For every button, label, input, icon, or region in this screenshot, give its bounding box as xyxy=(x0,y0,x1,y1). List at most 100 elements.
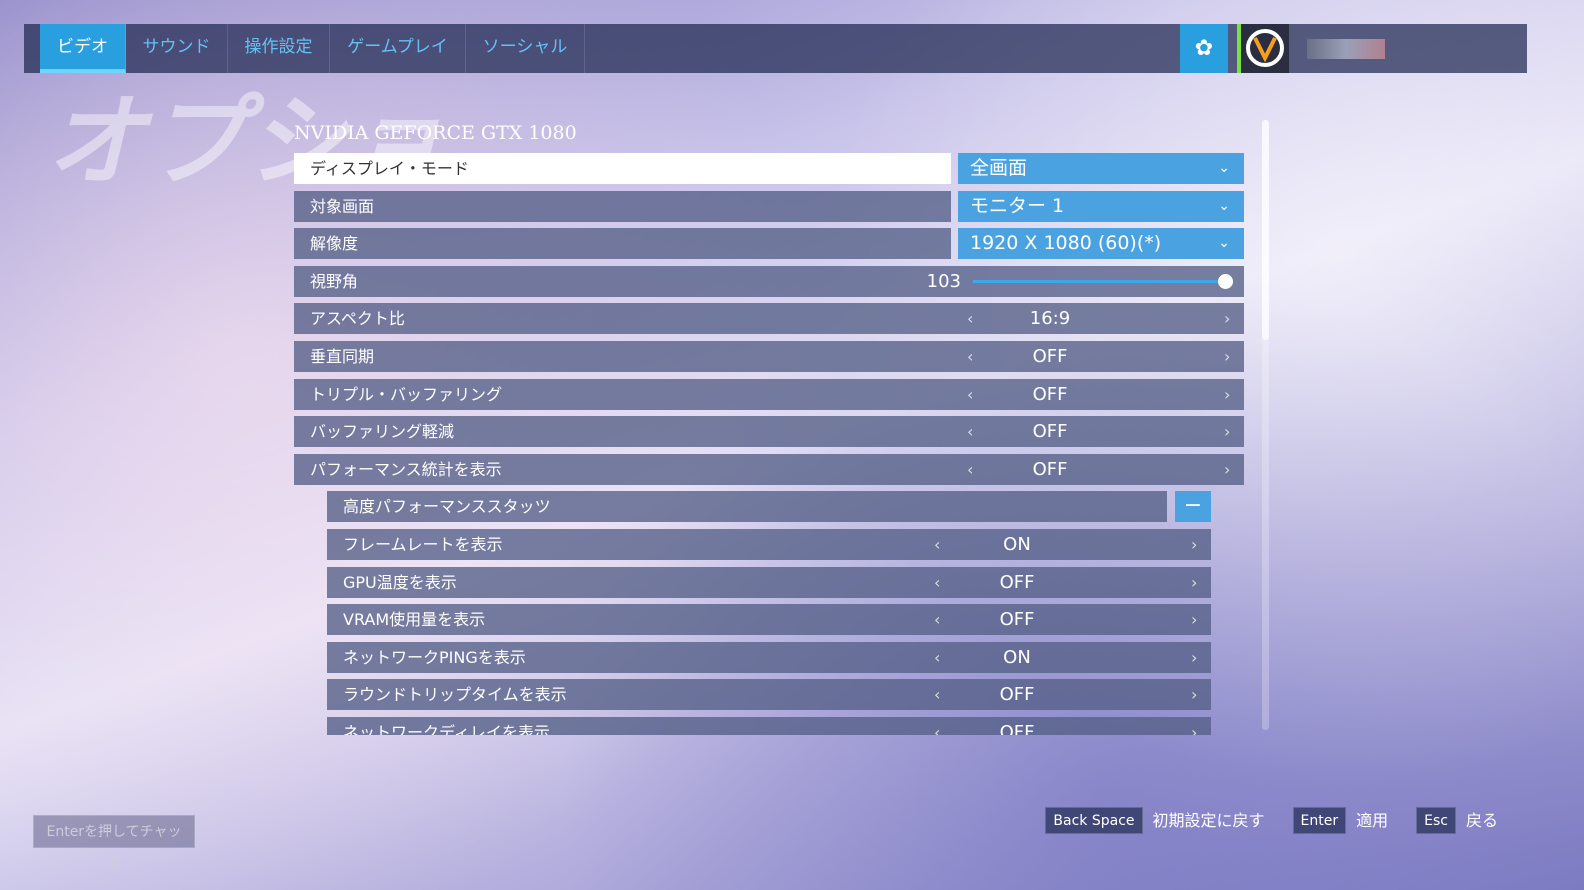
dropdown-chevron: ⌄ xyxy=(1218,235,1230,252)
arrow-left[interactable]: ‹ xyxy=(934,647,941,667)
setting-label: 対象画面 xyxy=(310,196,375,216)
sub-header-label: 高度パフォーマンススタッツ xyxy=(343,497,551,517)
arrow-left[interactable]: ‹ xyxy=(967,309,974,329)
arrow-right[interactable]: › xyxy=(1191,685,1198,705)
setting-value: OFF xyxy=(999,684,1035,706)
dropdown-value: 1920 X 1080 (60)(*) xyxy=(970,232,1162,255)
key-hint[interactable]: Esc xyxy=(1416,807,1456,834)
setting-value: OFF xyxy=(1032,346,1068,367)
arrow-right[interactable]: › xyxy=(1191,572,1198,592)
setting-value: OFF xyxy=(1032,383,1068,405)
slider-track[interactable] xyxy=(973,279,1225,283)
setting-row[interactable]: 視野角 103 xyxy=(294,265,1244,297)
setting-label: 視野角 xyxy=(310,271,359,291)
setting-value: OFF xyxy=(1032,421,1068,443)
arrow-right[interactable]: › xyxy=(1224,422,1231,442)
gpu-name: NVIDIA GEFORCE GTX 1080 xyxy=(294,122,577,144)
dropdown-chevron: ⌄ xyxy=(1218,160,1230,176)
arrow-right[interactable]: › xyxy=(1191,647,1198,667)
arrow-right[interactable]: › xyxy=(1191,723,1198,735)
collapse-button[interactable]: − xyxy=(1175,491,1211,523)
setting-label: 解像度 xyxy=(310,234,359,254)
key-action[interactable]: 戻る xyxy=(1465,811,1498,830)
arrow-right[interactable]: › xyxy=(1224,384,1231,404)
settings-list: ディスプレイ・モード 全画面 ⌄ 対象画面 モニター 1 ⌄ 解像度 1920 X 1080 … xyxy=(294,153,1254,735)
setting-label: ネットワークディレイを表示 xyxy=(343,723,550,735)
setting-row[interactable]: 解像度 xyxy=(294,228,951,260)
setting-label: トリプル・バッファリング xyxy=(310,384,503,404)
setting-value: ON xyxy=(1003,646,1031,668)
setting-label: ディスプレイ・モード xyxy=(310,159,469,178)
setting-label: パフォーマンス統計を表示 xyxy=(310,459,502,479)
setting-row[interactable]: ラウンドトリップタイムを表示 ‹ OFF › xyxy=(327,679,1211,711)
arrow-left[interactable]: ‹ xyxy=(934,535,941,554)
setting-value: 16:9 xyxy=(1029,308,1071,330)
dropdown-value: 全画面 xyxy=(970,157,1028,179)
setting-row[interactable]: バッファリング軽減 ‹ OFF › xyxy=(294,416,1244,448)
slider-value: 103 xyxy=(926,270,961,292)
tab[interactable]: ソーシャル xyxy=(466,24,585,73)
slider-knob[interactable] xyxy=(1218,273,1233,289)
arrow-left[interactable]: ‹ xyxy=(934,723,941,735)
overwatch-logo xyxy=(1246,29,1284,67)
key-action[interactable]: 適用 xyxy=(1356,811,1389,830)
arrow-right[interactable]: › xyxy=(1191,535,1198,554)
sub-header[interactable]: 高度パフォーマンススタッツ xyxy=(327,491,1167,523)
setting-label: フレームレートを表示 xyxy=(343,535,503,554)
arrow-left[interactable]: ‹ xyxy=(934,685,941,705)
setting-label: バッファリング軽減 xyxy=(310,422,455,442)
setting-label: VRAM使用量を表示 xyxy=(343,610,486,630)
setting-value: OFF xyxy=(999,609,1035,631)
arrow-left[interactable]: ‹ xyxy=(934,610,941,630)
setting-label: アスペクト比 xyxy=(310,309,405,329)
setting-row[interactable]: ネットワークPINGを表示 ‹ ON › xyxy=(327,641,1211,673)
chat-hint[interactable]: Enterを押してチャット xyxy=(33,815,195,873)
setting-row[interactable]: パフォーマンス統計を表示 ‹ OFF › xyxy=(294,453,1244,485)
dropdown-value: モニター 1 xyxy=(970,194,1065,217)
arrow-left[interactable]: ‹ xyxy=(967,422,974,442)
social-icon[interactable]: ✿ xyxy=(1180,24,1228,73)
dropdown[interactable]: 1920 X 1080 (60)(*) ⌄ xyxy=(958,228,1244,260)
arrow-right[interactable]: › xyxy=(1224,347,1231,366)
scroll-thumb[interactable] xyxy=(1262,120,1269,340)
tab[interactable]: ビデオ xyxy=(40,24,126,73)
arrow-left[interactable]: ‹ xyxy=(967,384,974,404)
status-bar xyxy=(1237,24,1241,73)
tab[interactable]: ゲームプレイ xyxy=(330,24,466,73)
tab[interactable]: 操作設定 xyxy=(228,24,330,73)
setting-value: ON xyxy=(1003,534,1031,555)
arrow-right[interactable]: › xyxy=(1224,459,1231,479)
key-hint[interactable]: Back Space xyxy=(1045,807,1143,834)
setting-value: OFF xyxy=(999,722,1035,735)
player-name-blurred xyxy=(1307,39,1385,59)
dropdown[interactable]: モニター 1 ⌄ xyxy=(958,190,1244,222)
key-hint[interactable]: Enter xyxy=(1292,807,1347,834)
setting-row[interactable]: アスペクト比 ‹ 16:9 › xyxy=(294,303,1244,335)
player-icon[interactable] xyxy=(1241,24,1289,73)
setting-label: GPU温度を表示 xyxy=(343,572,457,592)
setting-row[interactable]: トリプル・バッファリング ‹ OFF › xyxy=(294,378,1244,410)
setting-row[interactable]: フレームレートを表示 ‹ ON › xyxy=(327,529,1211,560)
dropdown[interactable]: 全画面 ⌄ xyxy=(958,153,1244,184)
setting-row[interactable]: VRAM使用量を表示 ‹ OFF › xyxy=(327,604,1211,636)
setting-row[interactable]: ネットワークディレイを表示 ‹ OFF › xyxy=(327,717,1211,735)
arrow-left[interactable]: ‹ xyxy=(967,459,974,479)
dropdown-chevron: ⌄ xyxy=(1218,197,1230,214)
key-action[interactable]: 初期設定に戻す xyxy=(1152,811,1265,830)
footer-buttons: Back Space 初期設定に戻す Enter 適用 Esc 戻る xyxy=(1045,807,1516,834)
arrow-left[interactable]: ‹ xyxy=(967,347,974,366)
arrow-right[interactable]: › xyxy=(1191,610,1198,630)
setting-row[interactable]: ディスプレイ・モード xyxy=(294,153,951,184)
setting-row[interactable]: 垂直同期 ‹ OFF › xyxy=(294,341,1244,372)
setting-value: OFF xyxy=(1032,458,1068,480)
setting-label: ラウンドトリップタイムを表示 xyxy=(343,685,567,705)
scrollbar[interactable] xyxy=(1262,120,1269,730)
arrow-left[interactable]: ‹ xyxy=(934,572,941,592)
setting-row[interactable]: 対象画面 xyxy=(294,190,951,222)
setting-row[interactable]: GPU温度を表示 ‹ OFF › xyxy=(327,566,1211,598)
setting-label: ネットワークPINGを表示 xyxy=(343,647,526,667)
setting-value: OFF xyxy=(999,571,1035,593)
tab[interactable]: サウンド xyxy=(126,24,228,73)
arrow-right[interactable]: › xyxy=(1224,309,1231,329)
